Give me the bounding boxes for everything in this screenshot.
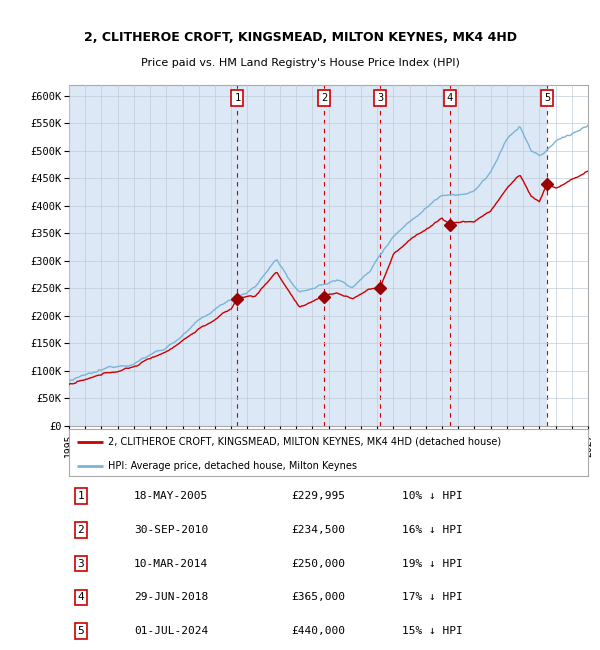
Text: 16% ↓ HPI: 16% ↓ HPI bbox=[401, 525, 463, 535]
Text: 10-MAR-2014: 10-MAR-2014 bbox=[134, 558, 208, 569]
Text: 2, CLITHEROE CROFT, KINGSMEAD, MILTON KEYNES, MK4 4HD: 2, CLITHEROE CROFT, KINGSMEAD, MILTON KE… bbox=[83, 31, 517, 44]
Text: 1: 1 bbox=[77, 491, 85, 501]
Text: 30-SEP-2010: 30-SEP-2010 bbox=[134, 525, 208, 535]
Text: 01-JUL-2024: 01-JUL-2024 bbox=[134, 626, 208, 636]
Text: 4: 4 bbox=[77, 592, 85, 603]
Bar bbox=[547, 84, 588, 426]
Bar bbox=[547, 84, 588, 426]
Text: 1: 1 bbox=[234, 93, 241, 103]
Text: £440,000: £440,000 bbox=[291, 626, 345, 636]
Text: 5: 5 bbox=[544, 93, 551, 103]
Text: Price paid vs. HM Land Registry's House Price Index (HPI): Price paid vs. HM Land Registry's House … bbox=[140, 58, 460, 68]
Text: 18-MAY-2005: 18-MAY-2005 bbox=[134, 491, 208, 501]
Text: 4: 4 bbox=[447, 93, 453, 103]
Text: 15% ↓ HPI: 15% ↓ HPI bbox=[401, 626, 463, 636]
Text: £229,995: £229,995 bbox=[291, 491, 345, 501]
Text: 17% ↓ HPI: 17% ↓ HPI bbox=[401, 592, 463, 603]
Text: 29-JUN-2018: 29-JUN-2018 bbox=[134, 592, 208, 603]
Text: 5: 5 bbox=[77, 626, 85, 636]
Text: 3: 3 bbox=[77, 558, 85, 569]
Text: 2, CLITHEROE CROFT, KINGSMEAD, MILTON KEYNES, MK4 4HD (detached house): 2, CLITHEROE CROFT, KINGSMEAD, MILTON KE… bbox=[108, 437, 501, 447]
Text: £234,500: £234,500 bbox=[291, 525, 345, 535]
Text: £250,000: £250,000 bbox=[291, 558, 345, 569]
Text: 3: 3 bbox=[377, 93, 383, 103]
Text: HPI: Average price, detached house, Milton Keynes: HPI: Average price, detached house, Milt… bbox=[108, 460, 357, 471]
Text: £365,000: £365,000 bbox=[291, 592, 345, 603]
Text: 19% ↓ HPI: 19% ↓ HPI bbox=[401, 558, 463, 569]
Text: 2: 2 bbox=[77, 525, 85, 535]
Text: 2: 2 bbox=[322, 93, 328, 103]
Text: 10% ↓ HPI: 10% ↓ HPI bbox=[401, 491, 463, 501]
